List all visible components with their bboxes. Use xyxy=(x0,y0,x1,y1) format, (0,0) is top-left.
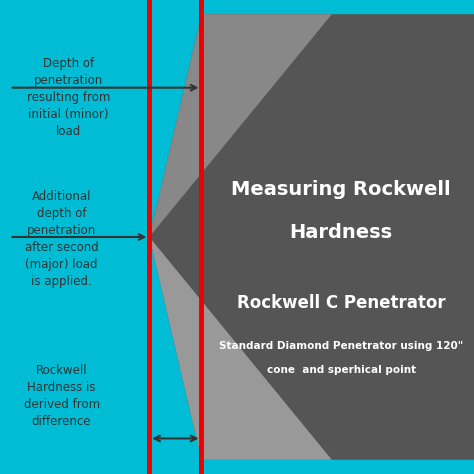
Text: Hardness: Hardness xyxy=(290,223,393,242)
Text: Rockwell C Penetrator: Rockwell C Penetrator xyxy=(237,294,446,312)
Polygon shape xyxy=(149,14,474,460)
Text: Rockwell
Hardness is
derived from
difference: Rockwell Hardness is derived from differ… xyxy=(24,364,100,428)
Text: Depth of
penetration
resulting from
initial (minor)
load: Depth of penetration resulting from init… xyxy=(27,57,110,137)
Polygon shape xyxy=(149,14,332,237)
Text: cone  and sperhical point: cone and sperhical point xyxy=(267,365,416,375)
Polygon shape xyxy=(149,237,332,460)
Text: Measuring Rockwell: Measuring Rockwell xyxy=(231,180,451,199)
Text: Standard Diamond Penetrator using 120": Standard Diamond Penetrator using 120" xyxy=(219,341,464,351)
Text: Additional
depth of
penetration
after second
(major) load
is applied.: Additional depth of penetration after se… xyxy=(25,191,99,288)
